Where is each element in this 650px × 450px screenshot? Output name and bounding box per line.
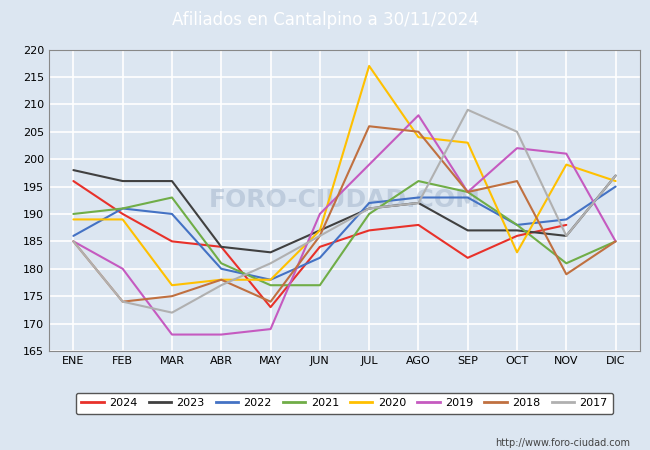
Text: http://www.foro-ciudad.com: http://www.foro-ciudad.com [495, 438, 630, 448]
Legend: 2024, 2023, 2022, 2021, 2020, 2019, 2018, 2017: 2024, 2023, 2022, 2021, 2020, 2019, 2018… [76, 393, 613, 414]
Text: FORO-CIUDAD.COM: FORO-CIUDAD.COM [209, 188, 480, 212]
Text: Afiliados en Cantalpino a 30/11/2024: Afiliados en Cantalpino a 30/11/2024 [172, 11, 478, 29]
